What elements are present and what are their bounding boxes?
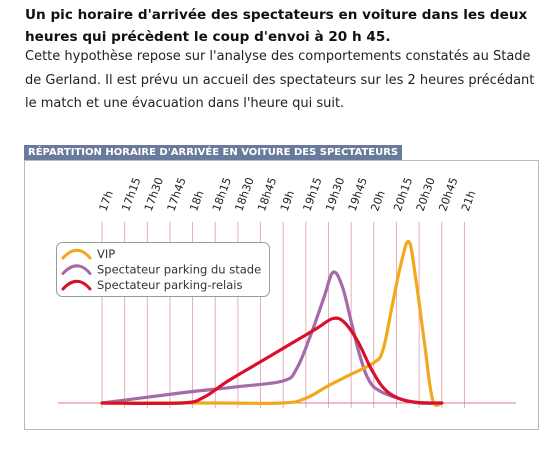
chart-frame xyxy=(24,160,539,430)
x-tick-label: 20h30 xyxy=(414,176,438,213)
chart-title: RÉPARTITION HORAIRE D'ARRIVÉE EN VOITURE… xyxy=(24,145,403,160)
x-tick-label: 18h45 xyxy=(255,176,279,213)
legend-label-1: Spectateur parking du stade xyxy=(97,263,261,277)
series-line-1 xyxy=(100,270,444,405)
page-heading: Un pic horaire d'arrivée des spectateurs… xyxy=(25,7,528,45)
x-tick-label: 20h xyxy=(368,189,387,213)
x-tick-label: 21h xyxy=(459,189,478,213)
x-tick-label: 17h30 xyxy=(142,176,166,213)
legend-swatch-0 xyxy=(61,248,92,260)
legend-label-2: Spectateur parking-relais xyxy=(97,278,242,292)
x-tick-label: 17h15 xyxy=(119,176,143,213)
x-tick-label: 19h15 xyxy=(300,176,324,213)
series-line-2 xyxy=(100,316,444,406)
x-tick-label: 17h45 xyxy=(165,176,189,213)
x-tick-label: 20h45 xyxy=(436,176,460,213)
series-line-0 xyxy=(100,239,444,408)
x-tick-label: 18h30 xyxy=(233,176,257,213)
legend-label-0: VIP xyxy=(97,247,115,261)
legend-box xyxy=(56,242,270,297)
x-tick-label: 19h45 xyxy=(346,176,370,213)
chart-series-group xyxy=(100,239,444,408)
chart-legend: VIP Spectateur parking du stadeSpectateur… xyxy=(56,242,270,297)
x-tick-label: 19h30 xyxy=(323,176,347,213)
legend-swatch-1 xyxy=(61,264,92,275)
intro-paragraph: Cette hypothèse repose sur l'analyse des… xyxy=(25,49,535,111)
x-tick-label: 17h xyxy=(97,189,116,213)
x-tick-label: 18h xyxy=(187,189,206,213)
legend-swatch-2 xyxy=(61,279,92,291)
x-tick-label: 19h xyxy=(278,189,297,213)
x-tick-label: 18h15 xyxy=(210,176,234,213)
x-tick-label: 20h15 xyxy=(391,176,415,213)
